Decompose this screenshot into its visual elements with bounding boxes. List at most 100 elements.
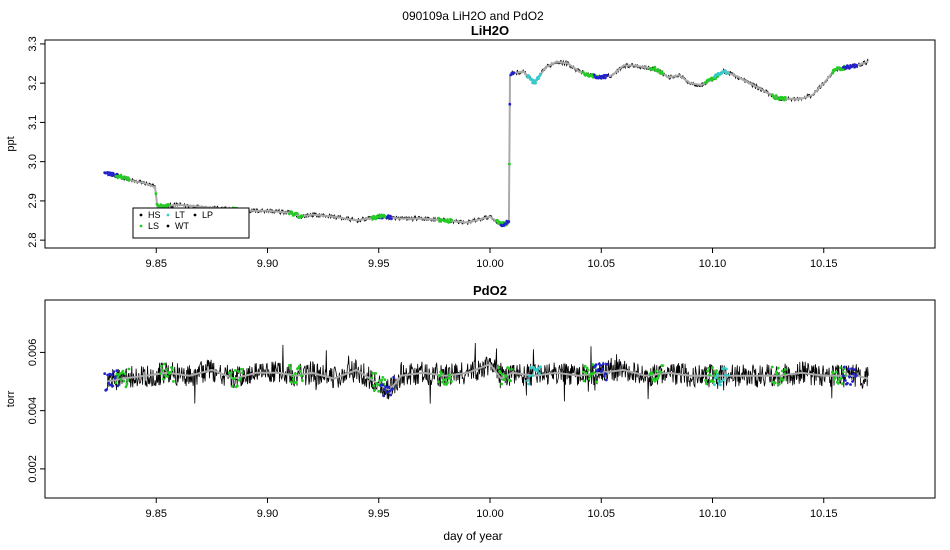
calibration-point xyxy=(596,368,600,372)
calibration-point xyxy=(391,387,395,391)
calibration-point xyxy=(448,220,451,224)
calibration-point xyxy=(713,383,716,386)
calibration-point xyxy=(446,218,449,222)
y-axis-label: torr xyxy=(5,390,17,407)
calibration-point xyxy=(716,373,719,376)
calibration-point xyxy=(783,95,787,99)
calibration-point xyxy=(237,370,240,373)
calibration-point xyxy=(383,215,387,219)
calibration-point xyxy=(383,378,387,382)
panel-title: PdO2 xyxy=(473,283,507,298)
calibration-point xyxy=(169,370,172,374)
calibration-point xyxy=(448,373,451,377)
x-tick-label: 10.10 xyxy=(699,508,727,520)
calibration-point xyxy=(127,179,131,182)
y-tick-label: 2.9 xyxy=(27,193,39,208)
calibration-point xyxy=(599,370,603,373)
legend-marker xyxy=(166,224,170,228)
x-tick-label: 10.15 xyxy=(810,508,838,520)
calibration-point xyxy=(387,385,391,389)
calibration-point xyxy=(121,369,125,373)
legend-label: LP xyxy=(202,210,213,220)
calibration-point xyxy=(852,372,855,376)
calibration-point xyxy=(372,214,376,218)
calibration-point xyxy=(163,362,166,366)
y-tick-label: 0.006 xyxy=(27,339,39,367)
calibration-point xyxy=(584,371,588,375)
calibration-point xyxy=(296,212,299,216)
calibration-point xyxy=(444,378,447,382)
calibration-point xyxy=(705,81,708,84)
calibration-point xyxy=(377,389,381,393)
calibration-point xyxy=(126,176,130,180)
x-tick-label: 10.00 xyxy=(476,258,504,270)
calibration-point xyxy=(116,384,120,388)
calibration-point xyxy=(298,364,301,368)
calibration-point xyxy=(508,162,511,166)
calibration-point xyxy=(534,81,537,85)
calibration-point xyxy=(707,366,710,370)
calibration-point xyxy=(849,383,852,386)
calibration-point xyxy=(114,381,118,385)
calibration-point xyxy=(590,372,594,376)
calibration-point xyxy=(154,192,158,196)
calibration-point xyxy=(508,102,512,106)
legend-label: WT xyxy=(175,221,189,231)
calibration-point xyxy=(161,368,164,372)
x-axis-label: day of year xyxy=(443,529,502,543)
calibration-point xyxy=(390,217,393,221)
calibration-point xyxy=(586,368,590,372)
x-tick-label: 9.85 xyxy=(146,258,167,270)
chart-panel-pdo2: PdO2 torr 9.85 9.90 9.95 10.00 10.05 10.10 10.15… xyxy=(5,283,936,520)
calibration-point xyxy=(374,217,378,221)
calibration-point xyxy=(228,374,232,378)
calibration-point xyxy=(830,71,834,75)
calibration-point xyxy=(782,98,786,102)
calibration-point xyxy=(374,372,378,375)
calibration-point xyxy=(773,97,777,100)
calibration-point xyxy=(166,375,169,378)
calibration-point xyxy=(441,380,444,384)
calibration-point xyxy=(535,78,538,82)
calibration-point xyxy=(836,382,840,385)
calibration-point xyxy=(600,367,604,371)
legend-box xyxy=(132,207,250,239)
calibration-point xyxy=(170,366,173,369)
y-tick-label: 3.0 xyxy=(27,154,39,169)
calibration-point xyxy=(115,369,119,372)
calibration-point xyxy=(601,362,605,366)
calibration-point xyxy=(780,369,784,373)
calibration-point xyxy=(770,365,774,369)
calibration-point xyxy=(844,379,847,382)
calibration-point xyxy=(119,173,123,177)
calibration-point xyxy=(294,372,297,376)
calibration-point xyxy=(778,379,782,382)
calibration-point xyxy=(159,372,162,375)
calibration-point xyxy=(581,370,585,374)
y-tick-label: 2.8 xyxy=(27,233,39,248)
calibration-point xyxy=(780,95,784,99)
calibration-point xyxy=(724,69,727,72)
calibration-point xyxy=(831,371,835,375)
calibration-point xyxy=(605,362,609,366)
calibration-point xyxy=(582,379,586,383)
calibration-point xyxy=(119,378,123,381)
calibration-point xyxy=(781,378,785,382)
calibration-point xyxy=(841,68,845,71)
calibration-point xyxy=(370,376,374,380)
x-tick-label: 9.90 xyxy=(257,258,278,270)
calibration-point xyxy=(774,370,778,374)
calibration-point xyxy=(842,374,845,378)
calibration-point xyxy=(301,214,304,218)
calibration-point xyxy=(388,389,392,393)
calibration-point xyxy=(112,370,116,373)
calibration-point xyxy=(773,381,777,385)
calibration-point xyxy=(653,65,657,69)
x-tick-label: 10.15 xyxy=(810,258,838,270)
calibration-point xyxy=(650,372,654,375)
calibration-point xyxy=(602,73,606,77)
plot-frame xyxy=(44,299,936,499)
figure-title: 090109a LiH2O and PdO2 xyxy=(402,9,544,23)
calibration-point xyxy=(392,376,396,379)
